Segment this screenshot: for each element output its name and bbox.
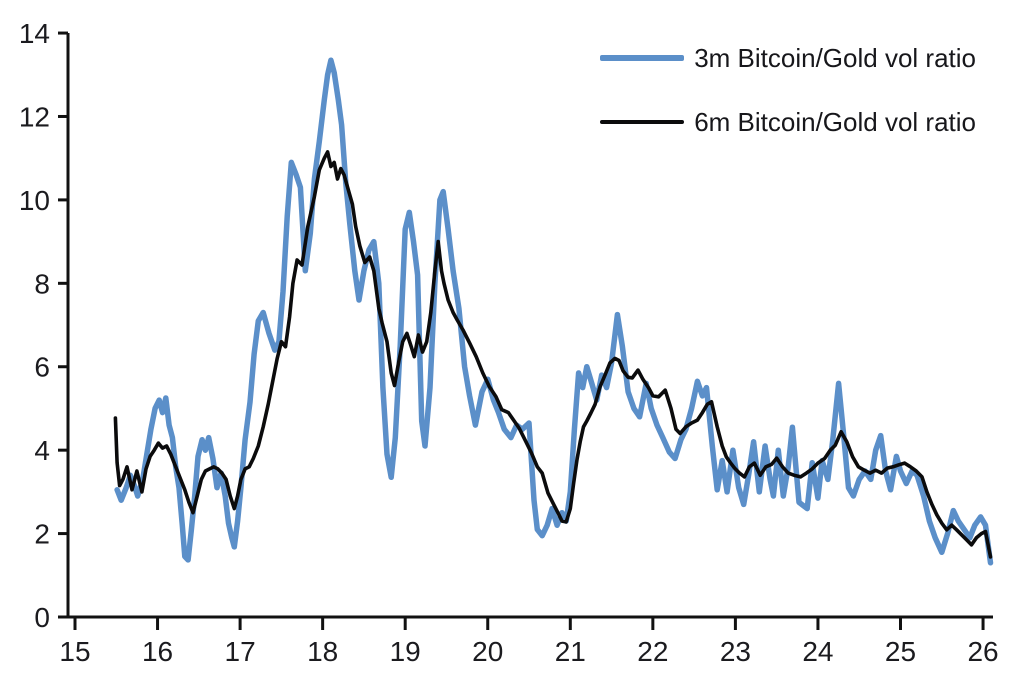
legend-item-3m: 3m Bitcoin/Gold vol ratio <box>600 38 976 78</box>
x-tick-label: 19 <box>390 636 421 667</box>
y-tick-label: 6 <box>34 352 50 383</box>
x-tick-label: 16 <box>142 636 173 667</box>
y-tick-label: 12 <box>19 101 50 132</box>
x-tick-label: 24 <box>802 636 833 667</box>
y-tick-label: 2 <box>34 519 50 550</box>
x-tick-label: 25 <box>885 636 916 667</box>
x-tick-label: 21 <box>555 636 586 667</box>
legend-label-6m: 6m Bitcoin/Gold vol ratio <box>694 106 976 137</box>
x-tick-label: 22 <box>637 636 668 667</box>
axes <box>58 31 993 630</box>
x-tick-label: 18 <box>307 636 338 667</box>
series-lines <box>113 57 994 566</box>
y-tick-label: 14 <box>19 18 50 49</box>
x-tick-label: 17 <box>225 636 256 667</box>
y-tick-label: 8 <box>34 268 50 299</box>
x-tick-label: 15 <box>59 636 90 667</box>
x-tick-label: 20 <box>472 636 503 667</box>
line-6m-series <box>113 150 993 559</box>
y-tick-label: 10 <box>19 185 50 216</box>
legend-item-6m: 6m Bitcoin/Gold vol ratio <box>600 102 976 142</box>
y-tick-label: 4 <box>34 435 50 466</box>
x-tick-label: 23 <box>720 636 751 667</box>
y-tick-label: 0 <box>34 602 50 633</box>
line-3m-series <box>114 57 994 566</box>
legend-label-3m: 3m Bitcoin/Gold vol ratio <box>694 42 976 73</box>
blue-line-swatch <box>600 55 685 61</box>
legend: 3m Bitcoin/Gold vol ratio 6m Bitcoin/Gol… <box>600 38 976 166</box>
black-line-swatch <box>600 120 685 124</box>
x-tick-label: 26 <box>967 636 998 667</box>
